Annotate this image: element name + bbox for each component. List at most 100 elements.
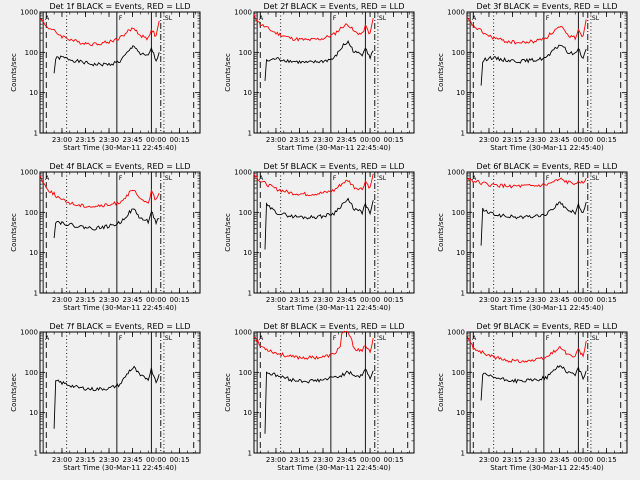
marker-sl: SL <box>379 15 387 22</box>
panel-title: Det 9f BLACK = Events, RED = LLD <box>476 322 617 331</box>
series-lld <box>466 334 587 364</box>
y-tick-label: 1 <box>34 130 38 138</box>
plot-frame <box>466 171 628 294</box>
series-events <box>264 368 374 434</box>
x-tick-label: 23:30 <box>313 456 333 464</box>
y-tick-label: 10 <box>456 89 465 97</box>
marker-f: F <box>119 175 123 182</box>
y-tick-label: 1 <box>461 290 465 298</box>
series-lld <box>253 330 374 361</box>
panel-det-5: Det 5f BLACK = Events, RED = LLD 1 10 100 10… <box>224 162 415 312</box>
x-tick-label: 00:15 <box>384 296 404 304</box>
panel-title: Det 6f BLACK = Events, RED = LLD <box>476 162 617 171</box>
panel-det-1: Det 1f BLACK = Events, RED = LLD 1 10 100 10… <box>10 2 201 152</box>
y-tick-label: 100 <box>25 209 38 217</box>
x-tick-label: 23:15 <box>289 136 309 144</box>
y-tick-label: 1000 <box>447 329 465 337</box>
series-lld <box>39 175 160 208</box>
panel-det-4: Det 4f BLACK = Events, RED = LLD 1 10 100 10… <box>10 162 201 312</box>
series-events <box>53 208 160 239</box>
x-tick-label: 23:45 <box>336 456 356 464</box>
y-tick-label: 1 <box>248 130 252 138</box>
series-lld <box>253 173 374 197</box>
x-tick-label: 00:15 <box>170 296 190 304</box>
series-events <box>264 197 374 250</box>
x-tick-label: 23:45 <box>549 296 569 304</box>
x-tick-label: 23:00 <box>479 136 499 144</box>
y-tick-label: 10 <box>29 249 38 257</box>
series-events <box>480 44 587 86</box>
x-axis-label: Start Time (30-Mar-11 22:45:40) <box>490 464 604 472</box>
x-tick-label: 23:30 <box>99 456 119 464</box>
series-events <box>480 365 587 401</box>
series-lld <box>466 177 587 189</box>
y-tick-label: 10 <box>456 249 465 257</box>
x-tick-label: 00:15 <box>170 136 190 144</box>
plot-frame <box>253 171 415 294</box>
x-tick-label: 23:30 <box>99 296 119 304</box>
x-tick-label: 23:15 <box>502 136 522 144</box>
x-tick-label: 23:45 <box>122 296 142 304</box>
y-tick-label: 1000 <box>234 329 252 337</box>
y-tick-label: 1000 <box>20 329 38 337</box>
marker-a: A <box>45 15 50 22</box>
panel-det-7: Det 7f BLACK = Events, RED = LLD 1 10 100 10… <box>10 322 201 472</box>
x-tick-label: 23:15 <box>289 456 309 464</box>
series-lld <box>466 16 587 45</box>
marker-f: F <box>546 175 550 182</box>
panel-title: Det 2f BLACK = Events, RED = LLD <box>263 2 404 11</box>
y-axis-label: Counts/sec <box>10 213 18 252</box>
x-tick-label: 23:30 <box>526 136 546 144</box>
y-tick-label: 10 <box>243 249 252 257</box>
y-tick-label: 100 <box>25 49 38 57</box>
y-tick-label: 1 <box>248 450 252 458</box>
y-tick-label: 1 <box>461 450 465 458</box>
marker-a: A <box>472 335 477 342</box>
x-tick-label: 23:00 <box>52 296 72 304</box>
y-axis-label: Counts/sec <box>10 53 18 92</box>
y-tick-label: 1000 <box>20 9 38 17</box>
y-tick-label: 1000 <box>234 9 252 17</box>
x-tick-label: 23:15 <box>502 296 522 304</box>
marker-a: A <box>45 175 50 182</box>
marker-f: F <box>546 335 550 342</box>
marker-f: F <box>119 335 123 342</box>
marker-sl: SL <box>165 335 173 342</box>
plot-frame <box>253 331 415 454</box>
series-lld <box>39 18 160 47</box>
x-tick-label: 23:30 <box>99 136 119 144</box>
x-axis-label: Start Time (30-Mar-11 22:45:40) <box>63 144 177 152</box>
panel-title: Det 7f BLACK = Events, RED = LLD <box>49 322 190 331</box>
y-axis-label: Counts/sec <box>224 373 232 412</box>
plot-frame <box>39 11 201 134</box>
plot-frame <box>466 11 628 134</box>
y-tick-label: 1 <box>248 290 252 298</box>
x-axis-label: Start Time (30-Mar-11 22:45:40) <box>490 144 604 152</box>
panel-det-8: Det 8f BLACK = Events, RED = LLD 1 10 100 10… <box>224 322 415 472</box>
panel-title: Det 5f BLACK = Events, RED = LLD <box>263 162 404 171</box>
y-tick-label: 10 <box>29 89 38 97</box>
x-tick-label: 00:00 <box>573 296 593 304</box>
x-tick-label: 23:30 <box>526 296 546 304</box>
x-tick-label: 23:45 <box>549 456 569 464</box>
marker-f: F <box>333 15 337 22</box>
y-tick-label: 1000 <box>20 169 38 177</box>
x-axis-label: Start Time (30-Mar-11 22:45:40) <box>63 464 177 472</box>
x-tick-label: 00:00 <box>146 456 166 464</box>
series-lld <box>253 14 374 42</box>
x-tick-label: 23:45 <box>122 136 142 144</box>
x-tick-label: 23:45 <box>122 456 142 464</box>
x-axis-label: Start Time (30-Mar-11 22:45:40) <box>277 304 391 312</box>
x-tick-label: 23:30 <box>526 456 546 464</box>
series-events <box>480 201 587 246</box>
panel-title: Det 3f BLACK = Events, RED = LLD <box>476 2 617 11</box>
y-tick-label: 10 <box>456 409 465 417</box>
marker-sl: SL <box>379 175 387 182</box>
x-tick-label: 23:00 <box>52 136 72 144</box>
plot-frame <box>466 331 628 454</box>
x-tick-label: 23:00 <box>266 296 286 304</box>
x-tick-label: 23:30 <box>313 136 333 144</box>
y-tick-label: 100 <box>452 209 465 217</box>
